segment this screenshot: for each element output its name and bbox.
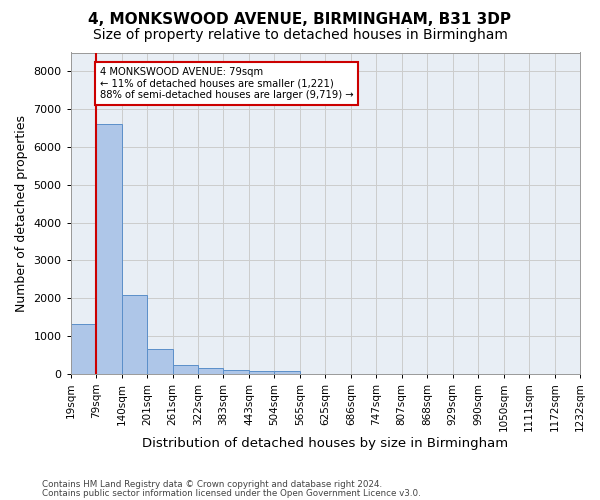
Text: 4, MONKSWOOD AVENUE, BIRMINGHAM, B31 3DP: 4, MONKSWOOD AVENUE, BIRMINGHAM, B31 3DP	[89, 12, 511, 28]
Bar	[274, 372, 300, 374]
Text: Contains HM Land Registry data © Crown copyright and database right 2024.: Contains HM Land Registry data © Crown c…	[42, 480, 382, 489]
Text: Size of property relative to detached houses in Birmingham: Size of property relative to detached ho…	[92, 28, 508, 42]
Bar	[198, 368, 223, 374]
Y-axis label: Number of detached properties: Number of detached properties	[15, 114, 28, 312]
X-axis label: Distribution of detached houses by size in Birmingham: Distribution of detached houses by size …	[142, 437, 508, 450]
Bar	[223, 370, 249, 374]
Bar	[96, 124, 122, 374]
Bar	[147, 350, 173, 374]
Text: 4 MONKSWOOD AVENUE: 79sqm
← 11% of detached houses are smaller (1,221)
88% of se: 4 MONKSWOOD AVENUE: 79sqm ← 11% of detac…	[100, 67, 353, 100]
Bar	[249, 372, 274, 374]
Bar	[173, 364, 198, 374]
Text: Contains public sector information licensed under the Open Government Licence v3: Contains public sector information licen…	[42, 488, 421, 498]
Bar	[122, 295, 147, 374]
Bar	[71, 324, 96, 374]
